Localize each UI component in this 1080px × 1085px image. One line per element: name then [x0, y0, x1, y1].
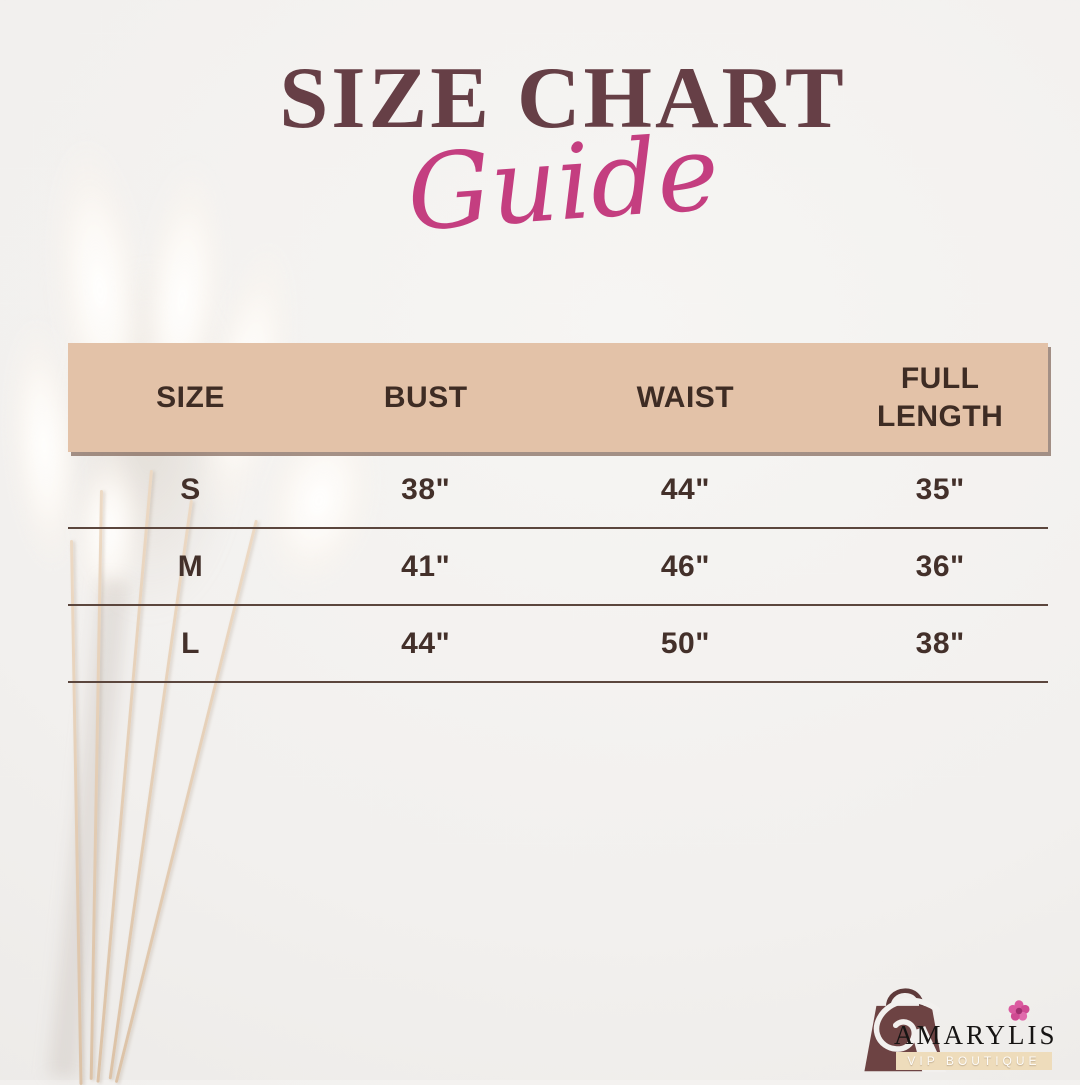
table-row-m: M 41" 46" 36" — [68, 529, 1048, 606]
table-row-s: S 38" 44" 35" — [68, 452, 1048, 529]
cell-bust: 38" — [401, 472, 451, 506]
cell-size: M — [177, 549, 204, 583]
header-cell-waist: WAIST — [636, 380, 735, 414]
boutique-logo: AMARYLIS VIP BOUTIQUE — [854, 978, 1064, 1078]
cell-bust: 44" — [401, 626, 451, 660]
size-chart-table: SIZE BUST WAIST FULL LENGTH S 38" 44" 35… — [68, 343, 1048, 683]
header-cell-full-length: FULL LENGTH — [877, 362, 1004, 433]
page-title: SIZE CHART — [279, 50, 847, 147]
cell-bust: 41" — [401, 549, 451, 583]
cell-waist: 46" — [660, 549, 710, 583]
cell-full-length: 38" — [915, 626, 965, 660]
table-header-row: SIZE BUST WAIST FULL LENGTH — [68, 343, 1048, 452]
table-row-l: L 44" 50" 38" — [68, 606, 1048, 683]
logo-tagline: VIP BOUTIQUE — [907, 1054, 1041, 1068]
logo-brand-name: AMARYLIS — [894, 1020, 1058, 1050]
cell-waist: 50" — [660, 626, 710, 660]
header-cell-size: SIZE — [156, 380, 225, 414]
cell-full-length: 35" — [915, 472, 965, 506]
cell-size: S — [180, 472, 201, 506]
cell-size: L — [181, 626, 200, 660]
logo-tagline-band: VIP BOUTIQUE — [896, 1052, 1052, 1070]
cell-full-length: 36" — [915, 549, 965, 583]
flower-icon — [1008, 1000, 1030, 1021]
header-cell-bust: BUST — [383, 380, 468, 414]
cell-waist: 44" — [660, 472, 710, 506]
